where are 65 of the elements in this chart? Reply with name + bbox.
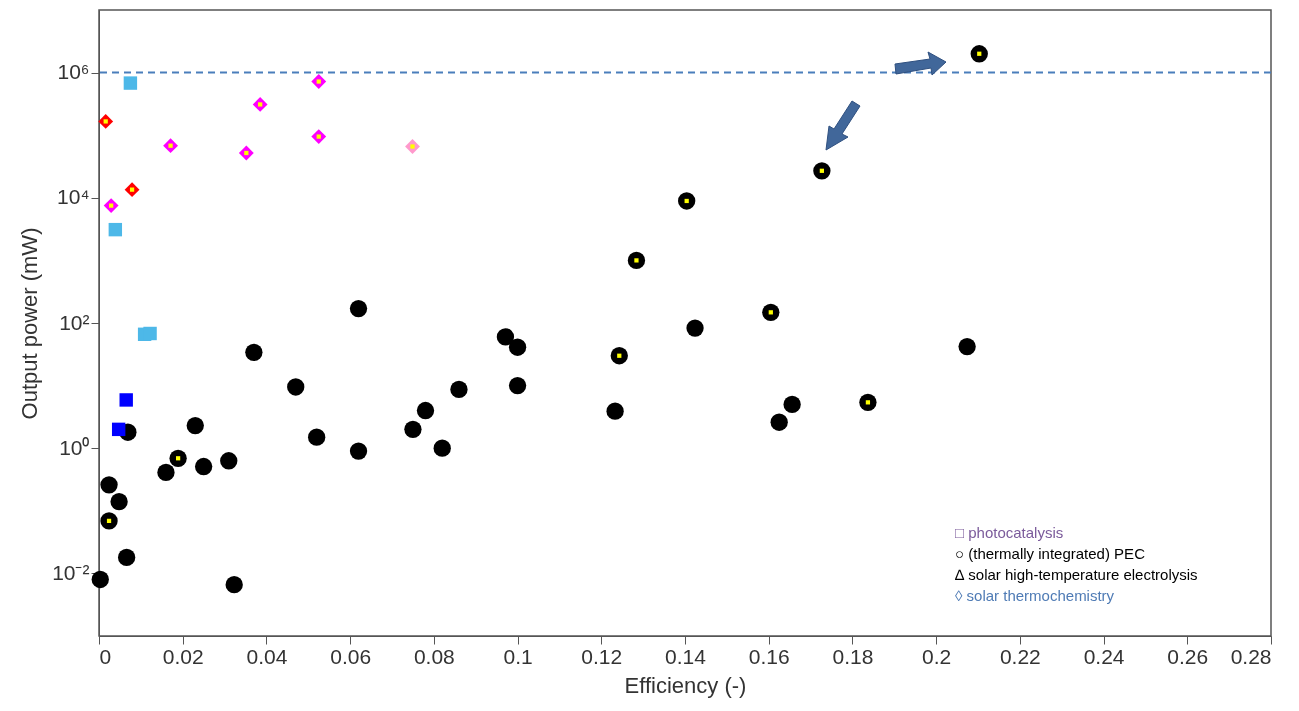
point [119, 393, 133, 407]
point [770, 413, 788, 431]
point [91, 570, 109, 589]
annotation: ○ (thermally integrated) PEC [955, 544, 1146, 564]
point [508, 376, 527, 395]
point [100, 476, 118, 494]
x-tick-label: 0.22 [999, 644, 1041, 668]
point [813, 162, 831, 180]
annotation: □ photocatalysis [955, 523, 1065, 543]
x-tick-label: 0.28 [1230, 644, 1272, 668]
point [186, 416, 204, 435]
point [678, 192, 696, 210]
y-tick-label: 10⁶ [57, 60, 90, 84]
x-tick-label: 0.14 [665, 644, 707, 668]
point [220, 452, 238, 470]
point [433, 439, 451, 457]
x-tick-label: 0.12 [581, 644, 623, 668]
point [157, 463, 175, 482]
y-tick-label: 10² [59, 310, 90, 334]
point [958, 337, 976, 356]
point [225, 576, 243, 594]
x-tick-label: 0.24 [1083, 644, 1125, 668]
x-tick-label: 0.02 [162, 644, 204, 668]
point [450, 380, 468, 399]
point [783, 395, 801, 414]
point [970, 45, 988, 63]
point [194, 457, 213, 476]
point [110, 493, 128, 511]
point [496, 328, 515, 346]
point [349, 299, 368, 318]
annotation: ◊ solar thermochemistry [955, 586, 1116, 606]
point [606, 402, 624, 420]
x-tick-label: 0.26 [1167, 644, 1209, 668]
point [686, 319, 704, 337]
y-tick-label: 10⁰ [59, 435, 90, 459]
point [117, 548, 136, 567]
x-tick-label: 0.06 [330, 644, 372, 668]
x-tick-label: 0.08 [413, 644, 455, 668]
y-tick-label: 10⁻² [52, 560, 90, 584]
x-tick-label: 0.2 [922, 644, 952, 668]
point [508, 338, 527, 356]
x-tick-label: 0.1 [503, 644, 533, 668]
point [416, 401, 435, 420]
point [143, 326, 157, 341]
point [169, 449, 187, 467]
point [859, 393, 877, 411]
point [245, 343, 263, 361]
point [349, 442, 368, 460]
point [308, 428, 326, 446]
point [610, 347, 628, 365]
point [111, 422, 126, 437]
point [123, 76, 138, 90]
x-axis-title: Efficiency (-) [624, 672, 747, 698]
y-tick-label: 10⁴ [57, 185, 90, 209]
annotation: ∆ solar high-temperature electrolysis [955, 565, 1198, 585]
point [100, 512, 118, 530]
point [287, 378, 305, 396]
point [404, 420, 422, 438]
point [108, 222, 123, 237]
x-tick-label: 0.04 [246, 644, 288, 668]
point [762, 303, 780, 321]
x-tick-label: 0 [99, 644, 112, 668]
x-tick-label: 0.16 [748, 644, 790, 668]
x-tick-label: 0.18 [832, 644, 874, 668]
y-axis-title: Output power (mW) [17, 227, 43, 420]
